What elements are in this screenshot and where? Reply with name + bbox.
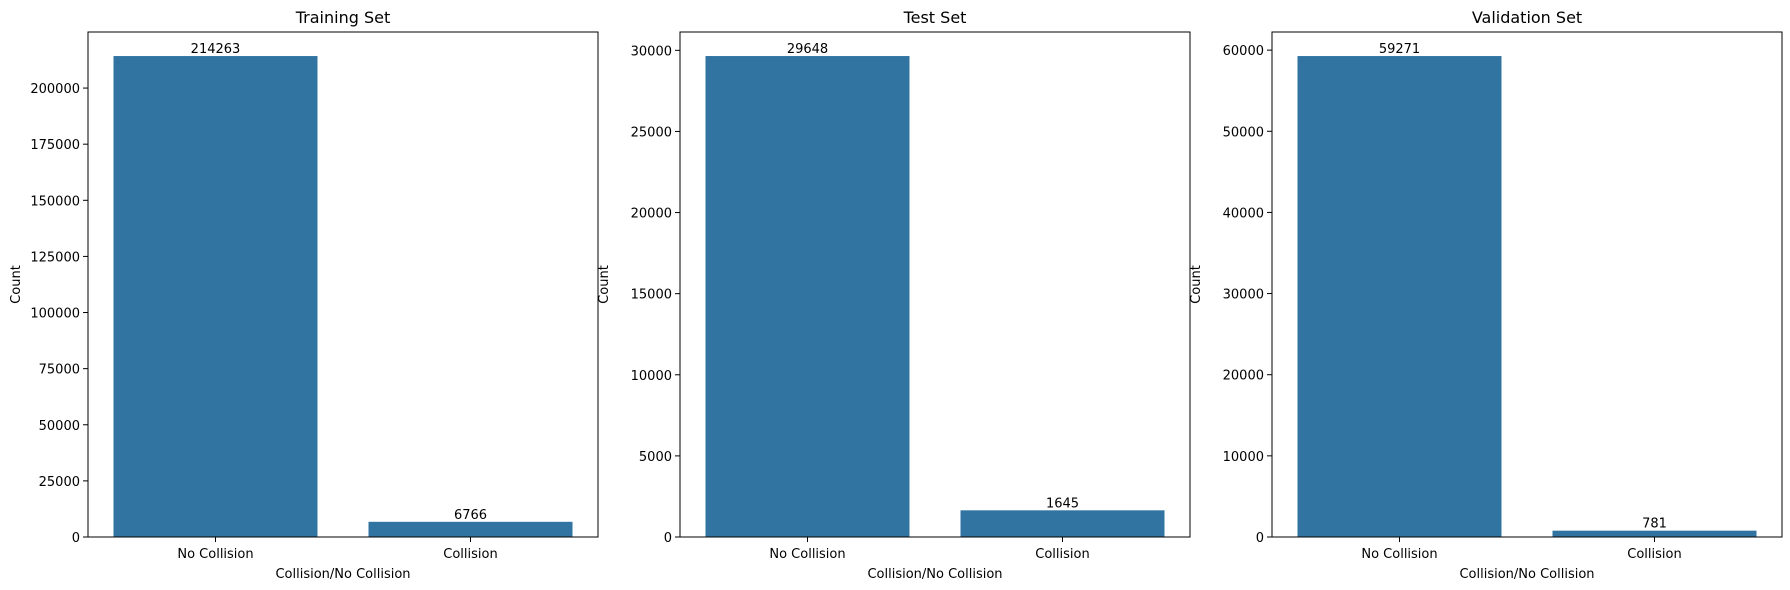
- y-tick-label: 10000: [1223, 450, 1264, 465]
- y-tick-label: 0: [72, 531, 80, 546]
- x-tick-label: No Collision: [769, 547, 845, 562]
- y-tick-label: 0: [664, 531, 672, 546]
- y-axis-label: Count: [1189, 265, 1204, 304]
- axes-frame: [87, 31, 599, 538]
- y-tick-label: 20000: [1223, 369, 1264, 384]
- y-tick-label: 100000: [30, 307, 80, 322]
- x-tick-label: No Collision: [1361, 547, 1437, 562]
- y-tick-label: 60000: [1223, 44, 1264, 59]
- y-tick-label: 5000: [639, 450, 672, 465]
- y-tick-label: 50000: [1223, 125, 1264, 140]
- x-axis-label: Collision/No Collision: [1459, 567, 1594, 582]
- bar-value-label: 781: [1642, 517, 1667, 532]
- axes-frame: [679, 31, 1191, 538]
- y-tick-label: 40000: [1223, 206, 1264, 221]
- x-axis-label: Collision/No Collision: [867, 567, 1002, 582]
- bar-value-label: 214263: [191, 42, 241, 57]
- y-tick-label: 125000: [30, 250, 80, 265]
- bar-value-label: 1645: [1046, 496, 1079, 511]
- bar-no-collision: [705, 56, 910, 537]
- y-tick-label: 30000: [1223, 288, 1264, 303]
- bar-no-collision: [113, 56, 318, 537]
- y-tick-label: 10000: [631, 369, 672, 384]
- y-tick-label: 200000: [30, 82, 80, 97]
- y-tick-label: 15000: [631, 288, 672, 303]
- y-tick-label: 150000: [30, 194, 80, 209]
- y-tick-label: 25000: [39, 475, 80, 490]
- bar-collision: [1552, 530, 1757, 537]
- y-tick-label: 175000: [30, 138, 80, 153]
- y-tick-label: 30000: [631, 44, 672, 59]
- y-axis-label: Count: [597, 265, 612, 304]
- x-tick-label: Collision: [1627, 547, 1681, 562]
- y-tick-label: 50000: [39, 419, 80, 434]
- bar-value-label: 59271: [1379, 42, 1420, 57]
- bar-collision: [368, 521, 573, 537]
- y-tick-label: 25000: [631, 125, 672, 140]
- x-axis-label: Collision/No Collision: [275, 567, 410, 582]
- y-tick-label: 20000: [631, 207, 672, 222]
- chart-title: Test Set: [903, 8, 967, 27]
- chart-title: Validation Set: [1472, 8, 1582, 27]
- y-tick-label: 75000: [39, 363, 80, 378]
- bar-value-label: 6766: [454, 508, 487, 523]
- y-tick-label: 0: [1256, 531, 1264, 546]
- x-tick-label: Collision: [443, 547, 497, 562]
- x-tick-label: No Collision: [177, 547, 253, 562]
- bar-collision: [960, 510, 1165, 537]
- chart-title: Training Set: [295, 8, 391, 27]
- y-axis-label: Count: [9, 265, 24, 304]
- bar-value-label: 29648: [787, 42, 828, 57]
- axes-frame: [1271, 31, 1783, 538]
- x-tick-label: Collision: [1035, 547, 1089, 562]
- bar-no-collision: [1297, 56, 1502, 538]
